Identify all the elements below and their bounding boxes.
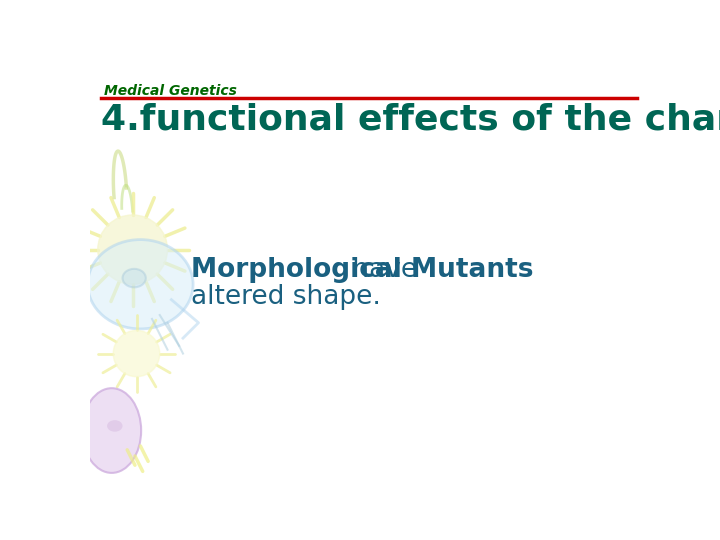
Ellipse shape [122, 269, 145, 287]
Text: 4.functional effects of the change.: 4.functional effects of the change. [101, 103, 720, 137]
Text: Morphological Mutants: Morphological Mutants [191, 257, 534, 284]
Ellipse shape [107, 420, 122, 431]
Text: have: have [344, 257, 418, 284]
Circle shape [98, 215, 168, 284]
Text: altered shape.: altered shape. [191, 284, 381, 310]
Circle shape [113, 330, 160, 377]
Text: Medical Genetics: Medical Genetics [104, 84, 237, 98]
Ellipse shape [88, 240, 193, 329]
Ellipse shape [82, 388, 141, 473]
